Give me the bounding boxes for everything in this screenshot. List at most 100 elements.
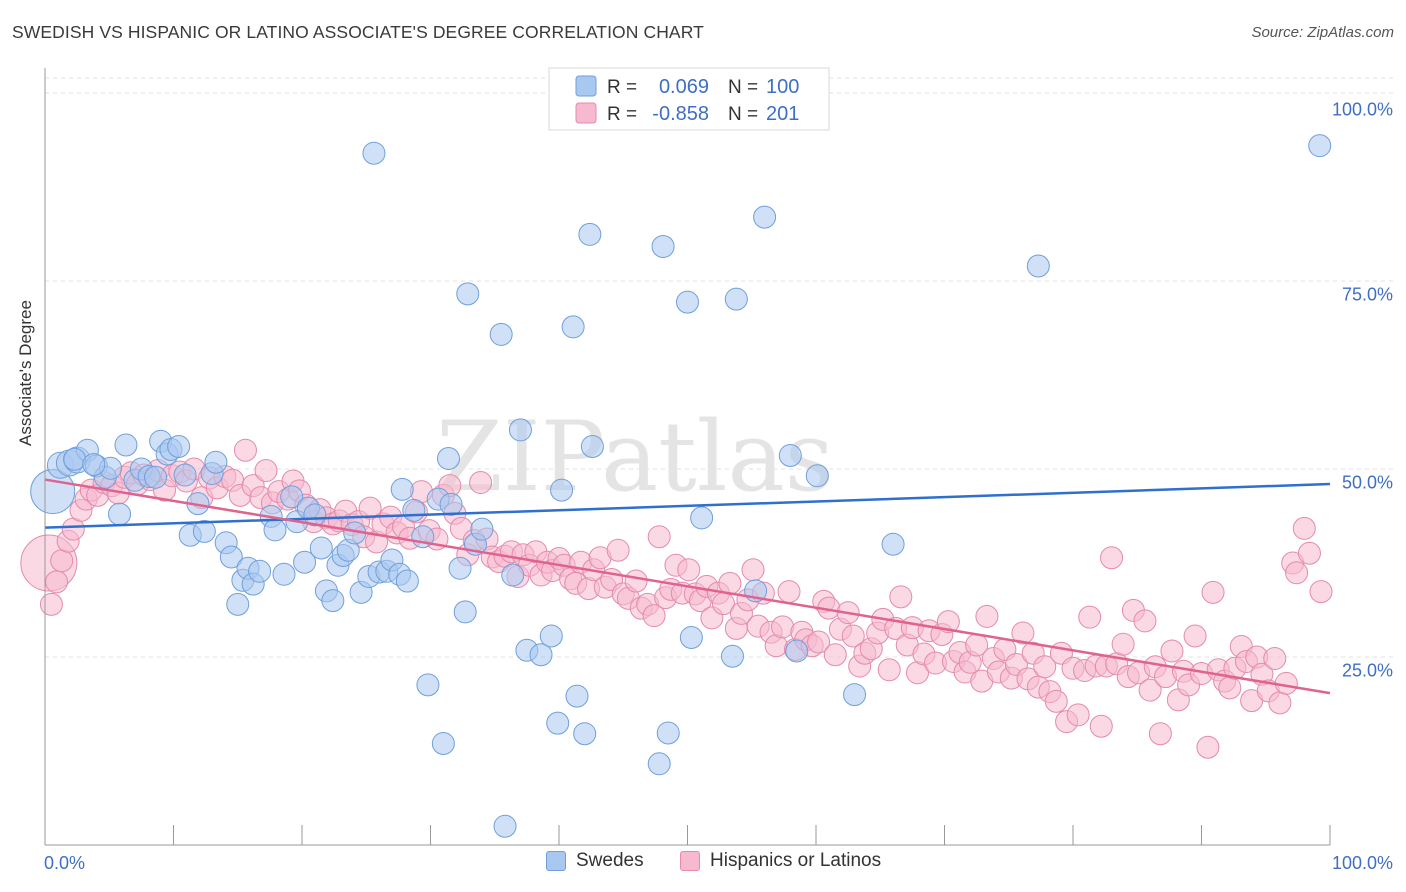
hispanics-point — [777, 580, 801, 604]
hispanics-point — [889, 585, 913, 609]
hispanics-point — [1066, 703, 1090, 727]
legend-n-label: N = — [728, 104, 758, 125]
swedes-point — [539, 624, 563, 648]
hispanics-point — [1263, 647, 1287, 671]
y-tick-label: 50.0% — [1342, 473, 1393, 493]
swedes-point — [881, 532, 905, 556]
swedes-point — [690, 506, 714, 530]
trend-line-swedes — [44, 482, 1331, 529]
hispanics-point — [1268, 691, 1292, 715]
hispanics-point — [233, 438, 257, 462]
swedes-point — [578, 222, 602, 246]
swedes-point — [565, 684, 589, 708]
swedes-point — [493, 814, 517, 838]
hispanics-point — [807, 630, 831, 654]
legend-swatch — [575, 75, 597, 97]
swedes-point — [573, 722, 597, 746]
hispanics-point — [1089, 714, 1113, 738]
hispanics-point — [1285, 561, 1309, 585]
hispanics-point — [1201, 580, 1225, 604]
swedes-point — [656, 721, 680, 745]
legend-r-label: R = — [607, 104, 637, 125]
hispanics-point — [1133, 609, 1157, 633]
legend-item-hispanics[interactable]: Hispanics or Latinos — [680, 850, 881, 872]
swedes-point — [679, 625, 703, 649]
swedes-point — [173, 463, 197, 487]
legend-swatch — [575, 102, 597, 124]
hispanics-point — [1078, 605, 1102, 629]
hispanics-point — [624, 569, 648, 593]
hispanics-point — [677, 558, 701, 582]
hispanics-point — [1183, 624, 1207, 648]
swedes-point — [226, 592, 250, 616]
legend-r-value: 0.069 — [659, 76, 709, 98]
axes: 25.0% 50.0% 75.0% 100.0% 0.0% 100.0% — [44, 68, 1393, 873]
swedes-point — [1308, 134, 1332, 158]
swedes-point — [676, 290, 699, 314]
hispanics-point — [1309, 580, 1333, 604]
swedes-point — [280, 485, 304, 509]
swedes-point — [501, 563, 525, 587]
swedes-point — [651, 234, 675, 258]
legend-item-swedes[interactable]: Swedes — [546, 850, 644, 872]
swedes-point — [778, 443, 802, 467]
swedes-point — [114, 433, 138, 457]
swedes-point — [550, 478, 574, 502]
hispanics-point — [1160, 639, 1184, 663]
swedes-point — [453, 600, 477, 624]
swedes-point — [431, 731, 455, 755]
hispanics-point — [39, 592, 63, 616]
legend-label-hispanics: Hispanics or Latinos — [710, 850, 882, 871]
swedes-point — [108, 502, 132, 526]
swedes-point — [263, 518, 287, 542]
swedes-point — [321, 589, 345, 613]
legend-swatch-swedes — [546, 851, 566, 871]
swedes-point — [561, 315, 585, 339]
hispanics-point — [841, 624, 865, 648]
legend-stats: R = 0.069 N = 100 R = -0.858 N = 201 — [548, 67, 830, 131]
swedes-point — [82, 453, 106, 477]
x-tick-label: 0.0% — [44, 853, 85, 873]
swedes-point — [805, 464, 829, 488]
swedes-point — [144, 465, 168, 489]
swedes-point — [448, 556, 472, 580]
x-tick-label: 100.0% — [1332, 853, 1393, 873]
swedes-point — [395, 569, 419, 593]
y-tick-label: 75.0% — [1342, 285, 1393, 305]
hispanics-point — [50, 549, 74, 573]
swedes-point — [204, 450, 228, 474]
source-label: Source: ZipAtlas.com — [1251, 24, 1394, 41]
swedes-point — [192, 519, 216, 543]
swedes-point — [248, 559, 272, 583]
trend-line-hispanics — [44, 478, 1331, 695]
chart-title: SWEDISH VS HISPANIC OR LATINO ASSOCIATE'… — [12, 22, 704, 42]
legend-swatch-hispanics — [680, 851, 700, 871]
swedes-point — [489, 322, 513, 346]
swedes-point — [63, 447, 87, 471]
swedes-point — [402, 498, 426, 522]
swedes-point — [167, 434, 191, 458]
hispanics-point — [1111, 632, 1135, 656]
hispanics-point — [606, 538, 630, 562]
swedes-point — [456, 282, 480, 306]
swedes-point — [362, 141, 386, 165]
hispanics-point — [877, 658, 901, 682]
swedes-point — [785, 639, 809, 663]
swedes-point — [439, 492, 463, 516]
swedes-point — [303, 503, 327, 527]
hispanics-point — [254, 459, 278, 483]
hispanics-point — [1148, 722, 1172, 746]
swedes-point — [272, 562, 296, 586]
swedes-point — [843, 683, 867, 707]
hispanics-point — [1218, 676, 1242, 700]
legend-r-label: R = — [607, 77, 637, 98]
hispanics-point — [1033, 655, 1057, 679]
hispanics-point — [469, 471, 493, 495]
watermark: ZIPatlas — [436, 401, 834, 513]
swedes-point — [219, 545, 243, 569]
swedes-point — [309, 536, 333, 560]
legend-r-value: -0.858 — [652, 103, 709, 125]
hispanics-point — [823, 643, 847, 667]
swedes-point — [390, 477, 414, 501]
